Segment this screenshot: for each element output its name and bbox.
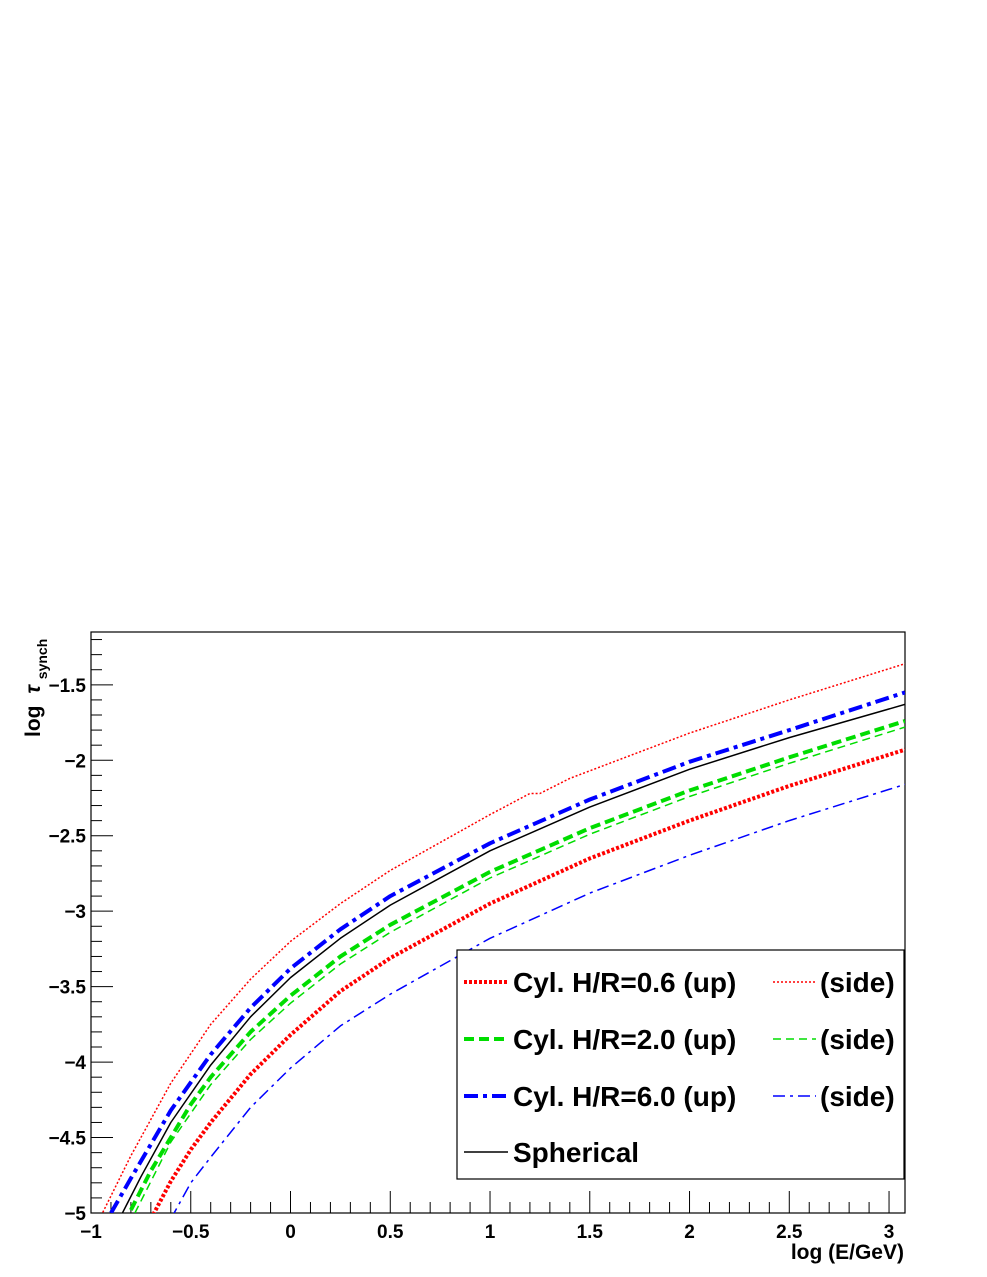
y-tick-label: −3.5 [48, 978, 86, 999]
x-tick-label: −0.5 [172, 1222, 210, 1243]
svg-text:log τ synch: log τ synch [22, 639, 50, 737]
y-tick-label: −3 [64, 902, 86, 923]
series-line-1 [151, 747, 905, 1213]
x-tick-label: 0 [285, 1222, 296, 1243]
x-tick-label: −1 [80, 1222, 102, 1243]
x-axis: −1 −0.5 0 0.5 1 1.5 2 2.5 3 [80, 1191, 894, 1243]
x-tick-label: 1.5 [577, 1222, 604, 1243]
y-tick-label: −4 [64, 1053, 86, 1074]
y-tick-label: −2.5 [48, 827, 86, 848]
legend-label-primary: Spherical [513, 1137, 639, 1168]
x-tick-label: 0.5 [377, 1222, 404, 1243]
y-axis-title: log τ synch [22, 639, 50, 737]
legend-label-secondary: (side) [820, 1024, 895, 1055]
y-axis-title-symbol: τ [22, 684, 45, 694]
series-line-7 [121, 703, 905, 1213]
legend-label-primary: Cyl. H/R=0.6 (up) [513, 967, 736, 998]
series-line-4 [134, 726, 905, 1213]
series-line-5 [109, 690, 905, 1213]
x-tick-label: 3 [884, 1222, 895, 1243]
y-tick-label: −4.5 [48, 1129, 86, 1150]
legend: Cyl. H/R=0.6 (up) (side) Cyl. H/R=2.0 (up)… [456, 949, 905, 1180]
series-line-2 [101, 662, 905, 1213]
legend-label-secondary: (side) [820, 1081, 895, 1112]
series-layer [101, 662, 905, 1213]
x-tick-label: 2.5 [776, 1222, 803, 1243]
series-line-6 [173, 783, 905, 1213]
y-tick-label: −1.5 [48, 676, 86, 697]
legend-label-primary: Cyl. H/R=6.0 (up) [513, 1081, 736, 1112]
plot-frame [90, 631, 906, 1214]
legend-label-primary: Cyl. H/R=2.0 (up) [513, 1024, 736, 1055]
x-axis-title: log (E/GeV) [791, 1241, 904, 1264]
x-tick-label: 1 [485, 1222, 496, 1243]
x-tick-label: 2 [684, 1222, 695, 1243]
y-axis-title-subscript: synch [34, 639, 50, 679]
y-axis-title-main: log [22, 706, 45, 738]
legend-box [456, 949, 905, 1180]
y-tick-label: −5 [64, 1204, 86, 1225]
y-axis: −5 −4.5 −4 −3.5 −3 −2.5 −2 −1.5 [48, 639, 113, 1225]
series-line-3 [129, 719, 905, 1211]
y-tick-label: −2 [64, 751, 86, 772]
legend-label-secondary: (side) [820, 967, 895, 998]
